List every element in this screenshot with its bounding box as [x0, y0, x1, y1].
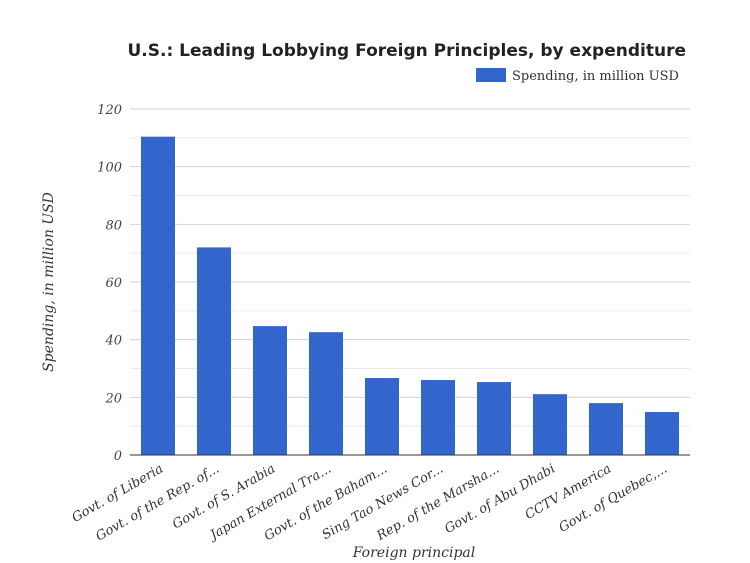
bar [253, 326, 287, 455]
y-axis-label: Spending, in million USD [41, 192, 57, 372]
bar [141, 136, 175, 455]
y-tick-label: 40 [104, 334, 122, 349]
x-axis-label: Foreign principal [352, 545, 476, 561]
chart-title: U.S.: Leading Lobbying Foreign Principle… [128, 41, 687, 61]
bar [365, 378, 399, 455]
y-tick-label: 0 [114, 449, 122, 464]
y-tick-label: 100 [97, 161, 122, 176]
bar [197, 247, 231, 455]
y-tick-label: 20 [104, 391, 122, 406]
y-tick-label: 120 [97, 103, 122, 118]
bar [533, 394, 567, 455]
legend-swatch [476, 68, 506, 82]
legend-label: Spending, in million USD [512, 69, 679, 84]
bar [421, 380, 455, 455]
bar [645, 412, 679, 455]
bar [589, 403, 623, 455]
y-tick-label: 60 [105, 276, 122, 291]
bar [309, 332, 343, 455]
x-tick-label: Govt. of Liberia [70, 461, 166, 525]
y-tick-label: 80 [105, 218, 122, 233]
bar [477, 382, 511, 455]
x-tick-label: Govt. of Quebec,... [557, 461, 670, 535]
